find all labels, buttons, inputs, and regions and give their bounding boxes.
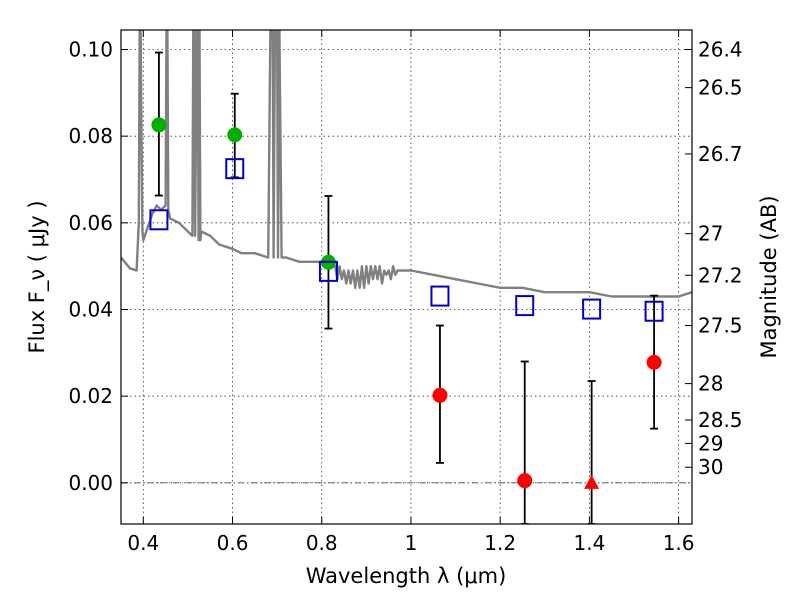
right-tick-label: 26.4 — [698, 38, 743, 62]
right-tick-label: 29 — [698, 431, 723, 455]
right-tick-label: 28.5 — [698, 408, 743, 432]
model-point — [149, 209, 169, 231]
x-tick-label: 1 — [405, 531, 418, 555]
x-tick-label: 1.6 — [663, 531, 695, 555]
y-tick-label: 0.08 — [68, 124, 113, 148]
right-tick-label: 27.5 — [698, 314, 743, 338]
y-tick-label: 0.04 — [68, 298, 113, 322]
data-point — [646, 354, 662, 370]
right-tick-label: 26.7 — [698, 142, 743, 166]
x-tick-label: 0.6 — [217, 531, 249, 555]
x-axis-label: Wavelength λ (μm) — [306, 564, 507, 588]
y-tick-label: 0.06 — [68, 211, 113, 235]
error-bars — [154, 51, 659, 524]
model-point — [430, 285, 450, 307]
y-tick-label: 0.02 — [68, 384, 113, 408]
right-tick-label: 26.5 — [698, 76, 743, 100]
y-axis-label: Flux F_ν ( μJy ) — [25, 200, 50, 353]
data-point — [227, 127, 243, 143]
data-point — [432, 387, 448, 403]
right-tick-label: 27.2 — [698, 263, 743, 287]
y-axis-ticks: 0.00 0.02 0.04 0.06 0.08 0.10 — [68, 38, 128, 495]
right-tick-label: 27 — [698, 222, 723, 246]
model-spectrum-line — [121, 30, 692, 298]
model-point — [644, 300, 664, 322]
x-axis-ticks: 0.4 0.6 0.8 1 1.2 1.4 1.6 — [127, 30, 695, 555]
data-point — [517, 473, 533, 489]
right-axis-label: Magnitude (AB) — [757, 195, 781, 358]
data-markers — [149, 117, 664, 489]
model-point — [582, 298, 602, 320]
right-tick-label: 28 — [698, 372, 723, 396]
model-spectrum — [121, 30, 692, 298]
x-tick-label: 0.4 — [127, 531, 159, 555]
x-tick-label: 1.2 — [484, 531, 516, 555]
model-point — [225, 158, 245, 180]
x-tick-label: 0.8 — [306, 531, 338, 555]
plot-frame — [120, 29, 693, 525]
y-tick-label: 0.00 — [68, 471, 113, 495]
data-point — [151, 117, 167, 133]
right-tick-label: 30 — [698, 455, 723, 479]
data-point — [584, 474, 600, 489]
model-point — [318, 260, 338, 282]
grid-lines — [121, 30, 692, 524]
model-point — [515, 295, 535, 317]
x-tick-label: 1.4 — [573, 531, 605, 555]
y-tick-label: 0.10 — [68, 38, 113, 62]
